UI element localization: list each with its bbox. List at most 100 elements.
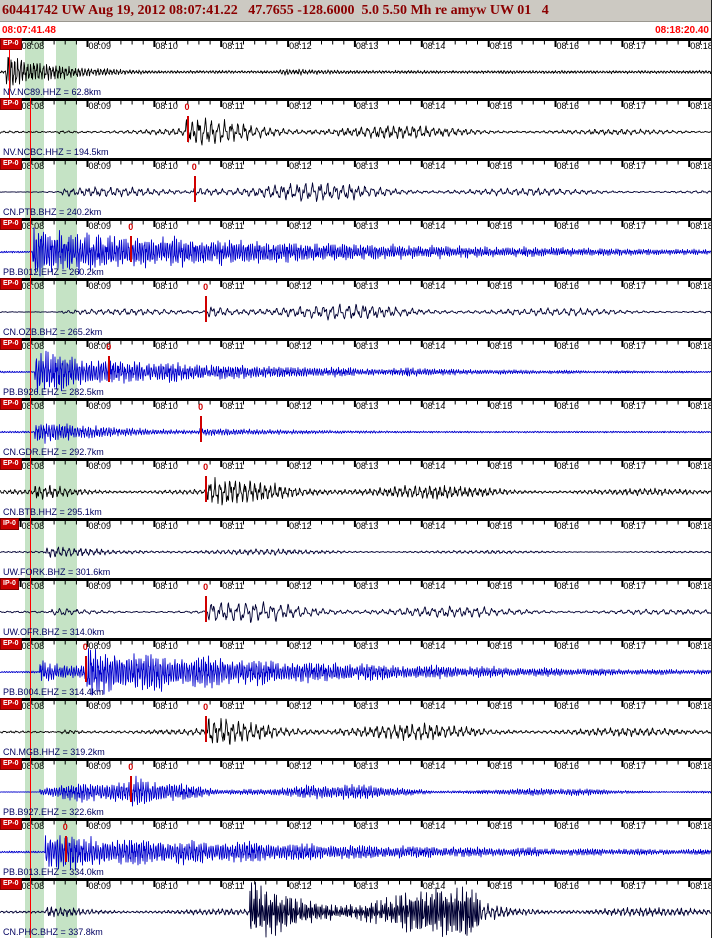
trace-panel[interactable]: 08:08 08:09 08:10 08:11 08:12 08:13 08:14 08:15… (0, 398, 711, 458)
trace-panel[interactable]: 08:08 08:09 08:10 08:11 08:12 08:13 08:14 08:15… (0, 98, 711, 158)
s-pick-marker[interactable]: 0 (203, 578, 209, 638)
waveform-container[interactable] (0, 878, 711, 938)
pick-flag[interactable]: EP-0 (0, 338, 22, 350)
waveform-container[interactable] (0, 338, 711, 398)
pick-flag[interactable]: EP-0 (0, 878, 22, 890)
waveform-container[interactable] (0, 518, 711, 578)
waveform-container[interactable] (0, 638, 711, 698)
s-pick-marker[interactable]: 0 (203, 698, 209, 758)
p-pick-line[interactable] (29, 758, 31, 818)
trace-panel[interactable]: 08:08 08:09 08:10 08:11 08:12 08:13 08:14 08:15… (0, 458, 711, 518)
p-pick-line[interactable] (29, 518, 31, 578)
s-pick-marker[interactable]: 0 (192, 158, 197, 218)
s-pick-marker[interactable]: 0 (198, 398, 203, 458)
trace-panel[interactable]: 08:08 08:09 08:10 08:11 08:12 08:13 08:14 08:15… (0, 878, 711, 938)
p-pick-line[interactable] (8, 38, 10, 98)
s-pick-tick (130, 776, 133, 802)
pick-flag[interactable]: EP-0 (0, 638, 22, 650)
waveform[interactable] (0, 698, 711, 758)
s-pick-marker[interactable]: 0 (128, 218, 133, 278)
s-pick-label: 0 (203, 702, 209, 712)
pick-flag[interactable]: EP-0 (0, 38, 22, 50)
waveform-container[interactable] (0, 398, 711, 458)
s-pick-tick (130, 236, 133, 262)
s-pick-marker[interactable]: 0 (203, 458, 208, 518)
s-pick-marker[interactable]: 0 (106, 338, 111, 398)
pick-window-band (56, 98, 77, 158)
trace-panel[interactable]: 08:08 08:09 08:10 08:11 08:12 08:13 08:14 08:15… (0, 158, 711, 218)
p-pick-line[interactable] (29, 638, 31, 698)
s-pick-label: 0 (203, 582, 209, 592)
pick-flag[interactable]: EP-0 (0, 98, 22, 110)
s-pick-marker[interactable]: 0 (128, 758, 133, 818)
s-pick-marker[interactable]: 0 (203, 278, 208, 338)
p-pick-line[interactable] (29, 458, 31, 518)
pick-flag[interactable]: EP-0 (0, 698, 22, 710)
waveform[interactable] (0, 578, 711, 638)
trace-panel[interactable]: 08:08 08:09 08:10 08:11 08:12 08:13 08:14 08:15… (0, 338, 711, 398)
waveform[interactable] (0, 398, 711, 458)
waveform-container[interactable] (0, 458, 711, 518)
pick-flag[interactable]: IP-0 (0, 518, 19, 530)
trace-panel[interactable]: 08:08 08:09 08:10 08:11 08:12 08:13 08:14 08:15… (0, 698, 711, 758)
event-title: 60441742 UW Aug 19, 2012 08:07:41.22 47.… (2, 2, 549, 18)
waveform[interactable] (0, 818, 711, 878)
s-pick-marker[interactable]: 0 (63, 818, 68, 878)
p-pick-line[interactable] (29, 98, 31, 158)
waveform-container[interactable] (0, 98, 711, 158)
s-pick-tick (205, 596, 208, 622)
waveform[interactable] (0, 518, 711, 578)
trace-panel[interactable]: 08:08 08:09 08:10 08:11 08:12 08:13 08:14 08:15… (0, 578, 711, 638)
title-bar: 60441742 UW Aug 19, 2012 08:07:41.22 47.… (0, 0, 711, 22)
pick-window-band (25, 878, 44, 938)
waveform-container[interactable] (0, 818, 711, 878)
pick-flag[interactable]: IP-0 (0, 578, 19, 590)
trace-panel[interactable]: 08:08 08:09 08:10 08:11 08:12 08:13 08:14 08:15… (0, 638, 711, 698)
trace-panel[interactable]: 08:08 08:09 08:10 08:11 08:12 08:13 08:14 08:15… (0, 518, 711, 578)
waveform-container[interactable] (0, 218, 711, 278)
waveform[interactable] (0, 218, 711, 278)
s-pick-marker[interactable]: 0 (83, 638, 88, 698)
s-pick-marker[interactable]: 0 (185, 98, 190, 158)
p-pick-line[interactable] (29, 878, 31, 938)
p-pick-line[interactable] (29, 218, 31, 278)
trace-panel[interactable]: 08:08 08:09 08:10 08:11 08:12 08:13 08:14 08:15… (0, 218, 711, 278)
p-pick-line[interactable] (29, 158, 31, 218)
trace-panel[interactable]: 08:08 08:09 08:10 08:11 08:12 08:13 08:14 08:15… (0, 278, 711, 338)
pick-flag[interactable]: EP-0 (0, 158, 22, 170)
waveform[interactable] (0, 278, 711, 338)
pick-flag[interactable]: EP-0 (0, 398, 22, 410)
waveform[interactable] (0, 758, 711, 818)
trace-panel[interactable]: 08:08 08:09 08:10 08:11 08:12 08:13 08:14 08:15… (0, 38, 711, 98)
waveform-container[interactable] (0, 698, 711, 758)
waveform-container[interactable] (0, 158, 711, 218)
pick-window-band (56, 698, 77, 758)
waveform-container[interactable] (0, 38, 711, 98)
waveform[interactable] (0, 638, 711, 698)
station-label: CN.OZB.BHZ = 265.2km (3, 327, 103, 337)
pick-window-band (56, 578, 77, 638)
waveform[interactable] (0, 338, 711, 398)
waveform-container[interactable] (0, 578, 711, 638)
waveform-container[interactable] (0, 278, 711, 338)
pick-flag[interactable]: EP-0 (0, 218, 22, 230)
waveform[interactable] (0, 38, 711, 98)
trace-panel[interactable]: 08:08 08:09 08:10 08:11 08:12 08:13 08:14 08:15… (0, 758, 711, 818)
p-pick-line[interactable] (29, 338, 31, 398)
p-pick-line[interactable] (29, 818, 31, 878)
waveform[interactable] (0, 98, 711, 158)
trace-panel[interactable]: 08:08 08:09 08:10 08:11 08:12 08:13 08:14 08:15… (0, 818, 711, 878)
waveform[interactable] (0, 458, 711, 518)
p-pick-line[interactable] (29, 278, 31, 338)
pick-flag[interactable]: EP-0 (0, 818, 22, 830)
p-pick-line[interactable] (29, 398, 31, 458)
pick-flag[interactable]: EP-0 (0, 278, 22, 290)
trace-panels: 08:08 08:09 08:10 08:11 08:12 08:13 08:14 08:15… (0, 38, 711, 938)
p-pick-line[interactable] (29, 698, 31, 758)
waveform[interactable] (0, 158, 711, 218)
pick-flag[interactable]: EP-0 (0, 458, 22, 470)
pick-flag[interactable]: EP-0 (0, 758, 22, 770)
waveform-container[interactable] (0, 758, 711, 818)
waveform[interactable] (0, 878, 711, 938)
p-pick-line[interactable] (29, 578, 31, 638)
